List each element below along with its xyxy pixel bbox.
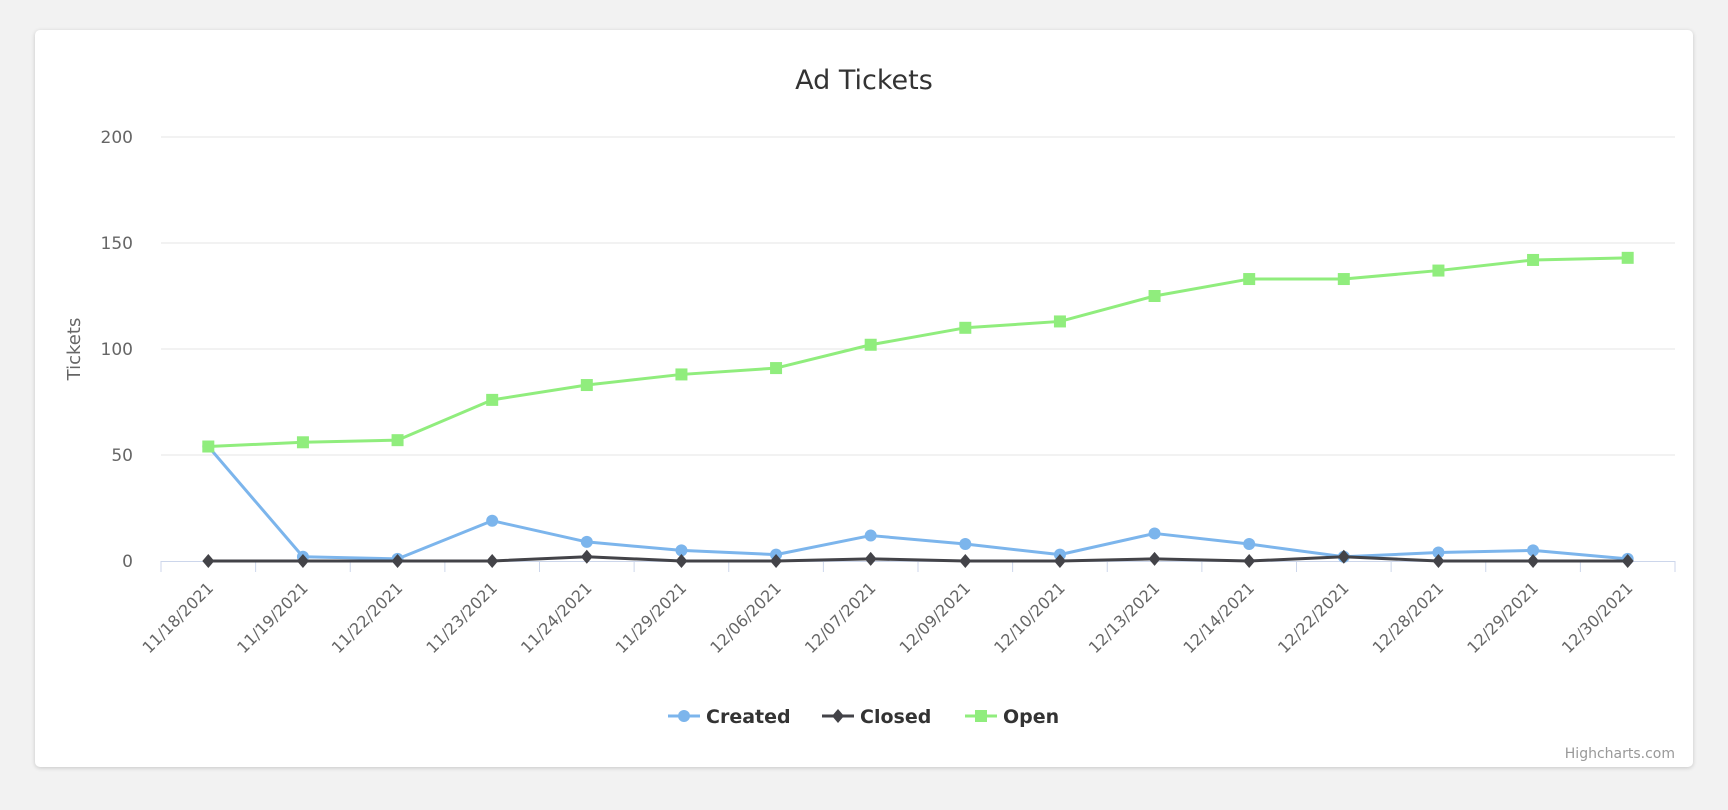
data-point	[1337, 549, 1350, 564]
data-point	[1148, 290, 1161, 302]
square-icon	[975, 710, 987, 722]
series-line	[208, 256, 1628, 449]
data-point	[580, 549, 593, 564]
y-tick-label: 100	[101, 340, 133, 360]
data-point	[391, 554, 404, 568]
data-point	[1432, 554, 1445, 568]
chart-title: Ad Tickets	[795, 65, 933, 96]
data-point	[959, 321, 972, 334]
data-point	[1243, 538, 1256, 551]
series-open	[202, 251, 1634, 453]
series-created	[202, 440, 1634, 565]
data-point	[1148, 527, 1161, 540]
data-point	[1148, 551, 1161, 566]
data-point	[675, 544, 688, 557]
legend-label: Created	[706, 706, 791, 728]
series-line	[208, 555, 1628, 563]
y-axis-ticks: 0 50 100 150 200	[101, 128, 133, 572]
data-point	[391, 434, 404, 447]
x-tick-label: 11/29/2021	[612, 578, 691, 657]
data-point	[675, 554, 688, 568]
data-point	[1053, 315, 1066, 328]
x-tick-label: 12/30/2021	[1558, 578, 1637, 657]
y-tick-label: 50	[111, 446, 133, 466]
data-point	[1243, 273, 1256, 286]
data-point	[1527, 554, 1540, 568]
x-tick-label: 11/19/2021	[233, 578, 312, 657]
data-point	[296, 554, 309, 568]
data-point	[580, 379, 593, 392]
data-point	[1243, 554, 1256, 568]
data-point	[202, 440, 215, 453]
x-tick-label: 12/07/2021	[801, 578, 880, 657]
credits-link[interactable]: Highcharts.com	[1565, 746, 1675, 762]
data-point	[296, 436, 309, 449]
legend-item-open[interactable]: Open	[965, 706, 1059, 728]
series-closed	[202, 549, 1634, 568]
y-axis-label: Tickets	[64, 318, 85, 382]
data-point	[1337, 273, 1350, 286]
data-point	[864, 529, 877, 542]
data-point	[580, 535, 593, 548]
x-tick-label: 12/10/2021	[990, 578, 1069, 657]
data-point	[1527, 253, 1540, 266]
data-point	[770, 362, 783, 375]
data-point	[959, 554, 972, 568]
x-tick-label: 12/09/2021	[895, 578, 974, 657]
x-tick-label: 11/18/2021	[138, 578, 217, 657]
data-point	[486, 514, 499, 527]
legend-label: Closed	[860, 706, 931, 728]
series-line	[207, 445, 1628, 561]
legend: Created Closed Open	[668, 706, 1059, 728]
diamond-icon	[832, 709, 844, 723]
x-tick-label: 12/28/2021	[1369, 578, 1448, 657]
data-point	[864, 338, 877, 351]
data-point	[1621, 251, 1634, 264]
grid-lines	[161, 136, 1675, 456]
legend-item-created[interactable]: Created	[668, 706, 791, 728]
x-tick-label: 12/29/2021	[1463, 578, 1542, 657]
data-point	[1621, 554, 1634, 568]
circle-icon	[678, 710, 690, 722]
y-tick-label: 150	[101, 234, 133, 254]
series-group	[202, 251, 1634, 568]
data-point	[202, 554, 215, 568]
data-point	[675, 368, 688, 381]
data-point	[864, 551, 877, 566]
chart-card	[35, 30, 1693, 767]
y-tick-label: 0	[122, 552, 133, 572]
x-tick-label: 12/13/2021	[1085, 578, 1164, 657]
x-tick-label: 11/24/2021	[517, 578, 596, 657]
x-tick-label: 11/23/2021	[422, 578, 501, 657]
y-tick-label: 200	[101, 128, 133, 148]
x-tick-label: 12/06/2021	[706, 578, 785, 657]
data-point	[959, 538, 972, 551]
x-tick-label: 12/22/2021	[1274, 578, 1353, 657]
data-point	[1432, 546, 1445, 559]
data-point	[486, 393, 499, 406]
x-axis: 11/18/2021 11/19/2021 11/22/2021 11/23/2021…	[138, 561, 1676, 657]
legend-item-closed[interactable]: Closed	[822, 706, 931, 728]
data-point	[486, 554, 499, 568]
data-point	[1432, 264, 1445, 277]
data-point	[770, 554, 783, 568]
x-tick-label: 11/22/2021	[328, 578, 407, 657]
x-tick-label: 12/14/2021	[1179, 578, 1258, 657]
data-point	[1053, 554, 1066, 568]
data-point	[1527, 544, 1540, 557]
legend-label: Open	[1003, 706, 1059, 728]
